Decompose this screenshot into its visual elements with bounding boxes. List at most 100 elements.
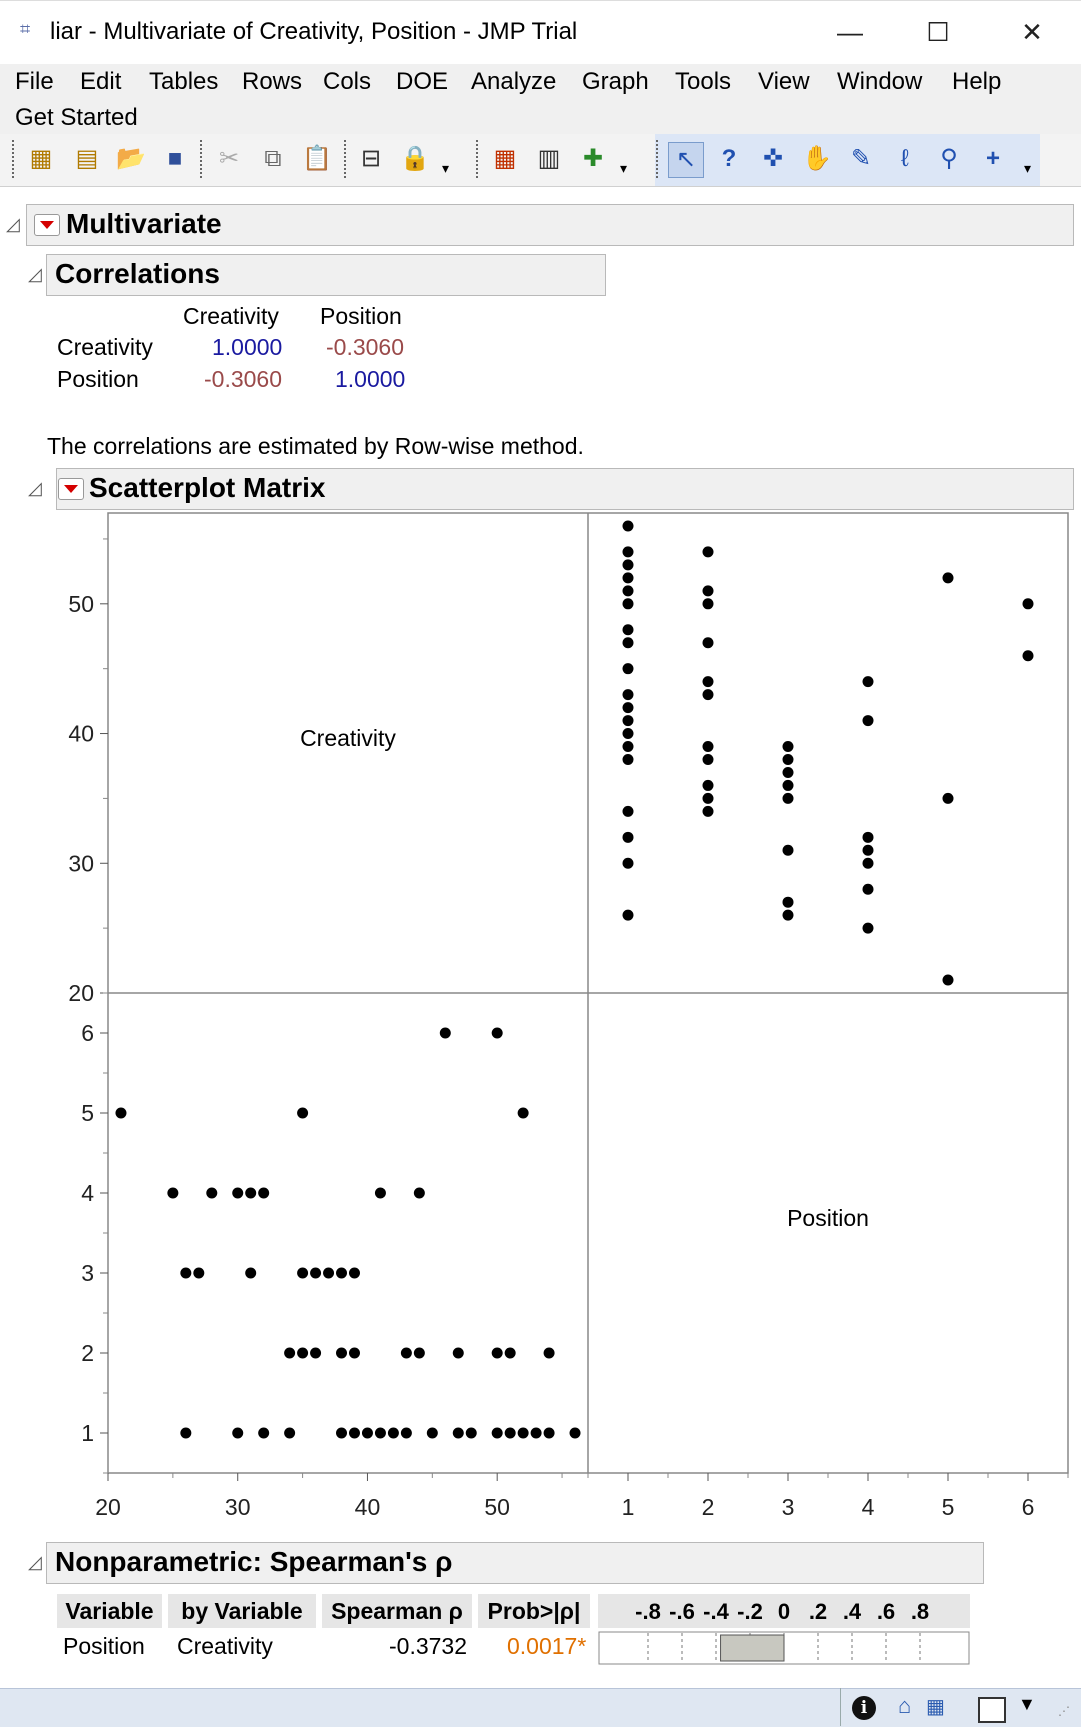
scatter-point xyxy=(193,1267,205,1279)
y-tick-label-creativity: 40 xyxy=(68,721,94,747)
scatter-point xyxy=(942,974,954,986)
multivariate-outline-header[interactable] xyxy=(26,204,1074,246)
bar-tick-label: .8 xyxy=(911,1599,929,1624)
scatter-point xyxy=(206,1187,218,1199)
scatter-point xyxy=(862,922,874,934)
menu-graph[interactable]: Graph xyxy=(582,68,649,95)
lock-icon[interactable]: 🔒 xyxy=(400,145,430,172)
data-table-icon[interactable]: ▦ xyxy=(926,1696,945,1718)
paste-icon[interactable]: 📋 xyxy=(302,145,332,172)
scatter-point xyxy=(180,1427,192,1439)
bar-tick-label: 0 xyxy=(778,1599,790,1624)
menu-get-started[interactable]: Get Started xyxy=(15,104,138,131)
spearman-title: Nonparametric: Spearman's ρ xyxy=(55,1546,453,1577)
scatter-point xyxy=(323,1267,335,1279)
scatter-point xyxy=(862,844,874,856)
menu-view[interactable]: View xyxy=(758,68,810,95)
scatter-point xyxy=(452,1427,464,1439)
scatter-point xyxy=(504,1347,516,1359)
maximize-button[interactable]: ☐ xyxy=(926,17,950,47)
correlations-outline-header[interactable] xyxy=(46,254,606,296)
new-script-icon[interactable]: ▤ xyxy=(75,145,99,172)
menu-rows[interactable]: Rows xyxy=(242,68,303,95)
menu-tables[interactable]: Tables xyxy=(149,68,219,95)
scatter-point xyxy=(702,753,714,765)
red-triangle-menu-icon[interactable] xyxy=(58,478,84,500)
menu-cols[interactable]: Cols xyxy=(323,68,372,95)
toolbar-overflow-icon[interactable]: ▾ xyxy=(620,160,628,176)
disclosure-triangle-icon[interactable]: ◿ xyxy=(28,1552,42,1572)
menu-doe[interactable]: DOE xyxy=(396,68,449,95)
title-bar xyxy=(0,0,1081,65)
scatterplot-outline-header[interactable] xyxy=(56,468,1074,510)
spearman-outline-header[interactable] xyxy=(46,1542,984,1584)
scatter-point xyxy=(232,1427,244,1439)
toolbar-overflow-icon[interactable]: ▾ xyxy=(442,160,450,176)
scatter-point xyxy=(374,1187,386,1199)
lasso-icon[interactable]: ℓ xyxy=(901,145,909,172)
magnifier-icon[interactable]: ⚲ xyxy=(940,145,958,172)
scatter-point xyxy=(782,766,794,778)
resize-grip-icon[interactable]: ⋰ xyxy=(1058,1704,1070,1718)
x-tick-label-creativity: 40 xyxy=(355,1494,381,1520)
scatter-point xyxy=(622,831,634,843)
scatter-point xyxy=(452,1347,464,1359)
scatter-point xyxy=(622,559,634,571)
toolbar-separator xyxy=(656,140,660,178)
close-button[interactable]: ✕ xyxy=(1021,17,1043,47)
info-icon[interactable]: i xyxy=(852,1696,876,1720)
arrow-icon[interactable]: ↖ xyxy=(668,142,704,178)
brush-icon[interactable]: ✎ xyxy=(850,145,872,172)
spearman-bar-chart xyxy=(598,1631,970,1665)
disclosure-triangle-icon[interactable]: ◿ xyxy=(28,478,42,498)
menu-file[interactable]: File xyxy=(15,68,54,95)
scatter-point xyxy=(702,792,714,804)
disclosure-triangle-icon[interactable]: ◿ xyxy=(28,264,42,284)
cut-icon[interactable]: ✂ xyxy=(218,145,240,172)
corr-cell: -0.3060 xyxy=(326,334,405,360)
hand-icon[interactable]: ✋ xyxy=(802,145,832,172)
scatter-point xyxy=(310,1267,322,1279)
home-icon[interactable]: ⌂ xyxy=(898,1693,912,1718)
new-data-table-icon[interactable]: ▦ xyxy=(29,145,53,172)
data-filter-icon[interactable]: ⊟ xyxy=(360,145,382,172)
spearman-col-header[interactable]: by Variable xyxy=(168,1594,316,1628)
disclosure-triangle-icon[interactable]: ◿ xyxy=(6,214,20,234)
spearman-col-header[interactable]: Prob>|ρ| xyxy=(478,1594,590,1628)
toolbar-overflow-icon[interactable]: ▾ xyxy=(1024,160,1032,176)
menu-window[interactable]: Window xyxy=(837,68,923,95)
spearman-col-header[interactable]: Spearman ρ xyxy=(322,1594,472,1628)
minimize-button[interactable]: — xyxy=(837,17,863,47)
menu-tools[interactable]: Tools xyxy=(675,68,732,95)
scatter-point xyxy=(702,805,714,817)
dropdown-arrow-icon[interactable]: ▼ xyxy=(1018,1694,1036,1714)
scatter-point xyxy=(622,520,634,532)
window-list-icon[interactable] xyxy=(978,1697,1006,1723)
add-icon[interactable]: ✚ xyxy=(582,145,604,172)
scatter-point xyxy=(782,741,794,753)
help-icon[interactable]: ? xyxy=(721,145,737,172)
scatter-point xyxy=(782,753,794,765)
y-tick-label-creativity: 20 xyxy=(68,980,94,1006)
menu-edit[interactable]: Edit xyxy=(80,68,122,95)
y-tick-label-creativity: 50 xyxy=(68,591,94,617)
spearman-col-header[interactable]: Variable xyxy=(57,1594,162,1628)
save-icon[interactable]: ■ xyxy=(167,145,183,172)
corr-row-label: Position xyxy=(57,366,139,392)
scatter-point xyxy=(942,572,954,584)
open-icon[interactable]: 📂 xyxy=(116,145,146,172)
chart-icon[interactable]: ▥ xyxy=(537,145,561,172)
red-triangle-menu-icon[interactable] xyxy=(34,214,60,236)
plus-icon[interactable]: + xyxy=(985,145,1000,172)
corr-col-header: Position xyxy=(320,303,402,329)
menu-help[interactable]: Help xyxy=(952,68,1002,95)
copy-icon[interactable]: ⧉ xyxy=(264,145,282,172)
table-icon[interactable]: ▦ xyxy=(493,145,517,172)
crosshair-icon[interactable]: ✜ xyxy=(762,145,784,172)
scatter-point xyxy=(622,689,634,701)
window-title: liar - Multivariate of Creativity, Posit… xyxy=(50,18,578,45)
menu-analyze[interactable]: Analyze xyxy=(471,68,557,95)
scatter-point xyxy=(232,1187,244,1199)
spearman-rho: -0.3732 xyxy=(389,1633,468,1659)
